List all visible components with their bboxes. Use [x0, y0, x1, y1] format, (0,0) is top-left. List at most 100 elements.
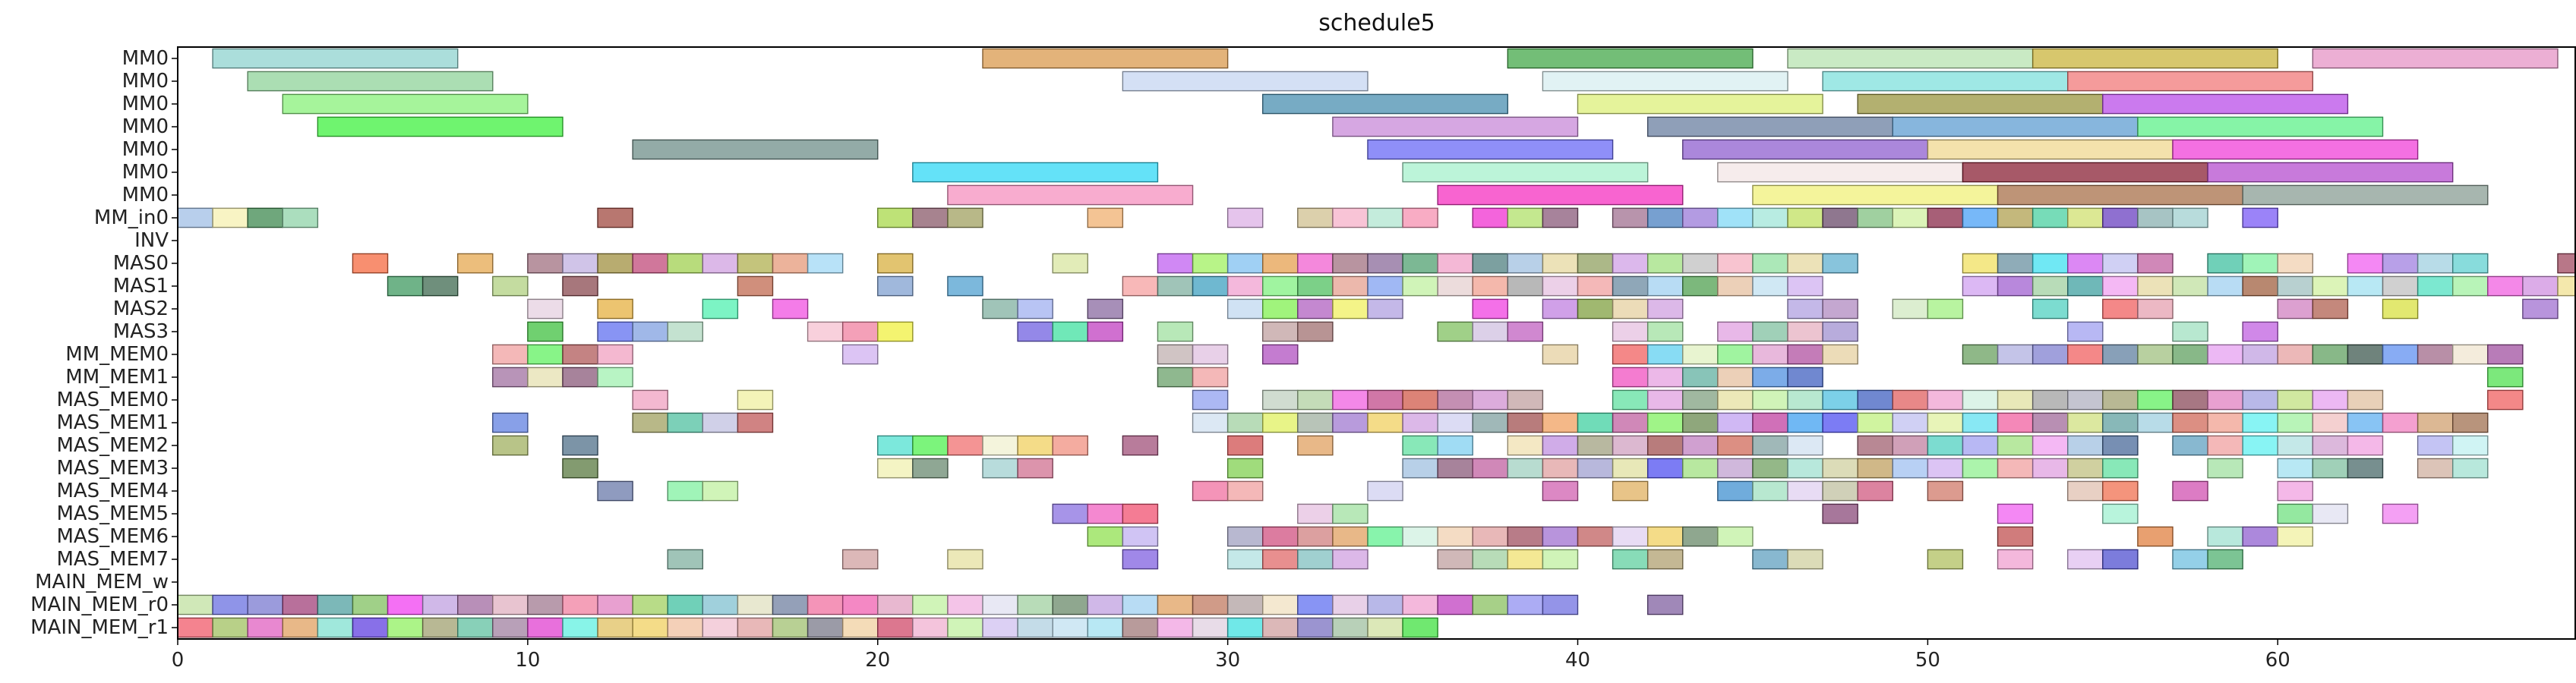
task-bar — [2417, 275, 2454, 297]
task-bar — [2067, 321, 2104, 342]
task-bar — [1157, 321, 1194, 342]
task-bar — [2031, 298, 2069, 319]
task-bar — [1367, 480, 1403, 502]
task-bar — [2417, 435, 2454, 456]
task-bar — [1507, 594, 1544, 615]
task-bar — [282, 207, 319, 228]
task-bar — [1717, 389, 1754, 411]
task-bar — [772, 298, 809, 319]
task-bar — [1087, 526, 1124, 547]
y-tick-label: MM0 — [122, 161, 169, 184]
task-bar — [1787, 549, 1823, 570]
y-axis: MM0MM0MM0MM0MM0MM0MM0MM_in0INVMAS0MAS1MA… — [30, 47, 178, 639]
task-bar — [1857, 412, 1893, 433]
task-bar — [982, 458, 1018, 479]
task-bar — [702, 617, 739, 638]
task-bar — [247, 71, 494, 92]
task-bar — [1997, 184, 2243, 206]
task-bar — [1226, 458, 1264, 479]
task-bar — [2277, 480, 2314, 502]
task-bar — [2347, 275, 2384, 297]
task-bar — [492, 594, 529, 615]
task-bar — [1122, 549, 1159, 570]
task-bar — [1472, 253, 1509, 274]
task-bar — [632, 412, 668, 433]
task-bar — [877, 594, 914, 615]
task-bar — [1157, 594, 1194, 615]
task-bar — [1507, 253, 1544, 274]
task-bar — [2102, 298, 2139, 319]
task-bar — [212, 48, 459, 69]
task-bar — [947, 207, 983, 228]
task-bar — [1962, 458, 1999, 479]
task-bar — [2172, 435, 2208, 456]
task-bar — [1297, 435, 1334, 456]
task-bar — [1822, 503, 1858, 524]
task-bar — [562, 275, 598, 297]
task-bar — [2277, 526, 2314, 547]
x-tick-label: 0 — [172, 649, 185, 672]
task-bar — [1262, 389, 1299, 411]
task-bar — [1192, 344, 1229, 365]
task-bar — [947, 617, 983, 638]
task-bar — [737, 412, 774, 433]
task-bar — [421, 594, 459, 615]
task-bar — [387, 275, 424, 297]
task-bar — [2487, 367, 2524, 388]
task-bar — [387, 594, 424, 615]
task-bar — [1402, 435, 1438, 456]
task-bar — [2102, 435, 2139, 456]
task-bar — [1367, 412, 1403, 433]
task-bar — [212, 617, 248, 638]
task-bar — [2031, 253, 2069, 274]
task-bar — [2557, 275, 2576, 297]
task-bar — [2067, 389, 2104, 411]
task-bar — [1997, 435, 2034, 456]
task-bar — [597, 367, 633, 388]
task-bar — [597, 298, 633, 319]
task-bar — [667, 594, 704, 615]
task-bar — [492, 367, 529, 388]
task-bar — [1682, 139, 1929, 160]
task-bar — [2207, 344, 2243, 365]
task-bar — [317, 617, 354, 638]
task-bar — [2382, 503, 2419, 524]
task-bar — [1332, 298, 1368, 319]
task-bar — [597, 617, 633, 638]
task-bar — [2207, 435, 2243, 456]
x-tick-label: 30 — [1215, 649, 1240, 672]
task-bar — [1157, 253, 1194, 274]
task-bar — [1682, 344, 1719, 365]
task-bar — [2031, 48, 2278, 69]
y-tick-label: MAS3 — [113, 320, 169, 343]
task-bar — [2417, 253, 2454, 274]
task-bar — [597, 594, 633, 615]
task-bar — [1752, 344, 1788, 365]
task-bar — [1226, 480, 1264, 502]
task-bar — [2451, 344, 2489, 365]
task-bar — [877, 253, 914, 274]
task-bar — [2031, 344, 2069, 365]
task-bar — [212, 207, 248, 228]
task-bar — [2312, 298, 2349, 319]
task-bar — [737, 389, 774, 411]
task-bar — [807, 594, 844, 615]
task-bar — [1717, 458, 1754, 479]
task-bar — [1752, 480, 1788, 502]
task-bar — [1997, 526, 2034, 547]
task-bar — [1577, 526, 1614, 547]
task-bar — [1822, 298, 1858, 319]
task-bar — [1822, 207, 1858, 228]
task-bar — [1612, 275, 1649, 297]
task-bar — [1822, 458, 1858, 479]
y-tick-label: MAS0 — [113, 252, 169, 275]
task-bar — [1542, 298, 1579, 319]
task-bar — [1017, 298, 1053, 319]
task-bar — [2242, 207, 2278, 228]
task-bar — [1752, 184, 1999, 206]
task-bar — [1822, 412, 1858, 433]
task-bar — [1752, 549, 1788, 570]
task-bar — [1682, 526, 1719, 547]
task-bar — [2347, 435, 2384, 456]
task-bar — [1402, 526, 1438, 547]
